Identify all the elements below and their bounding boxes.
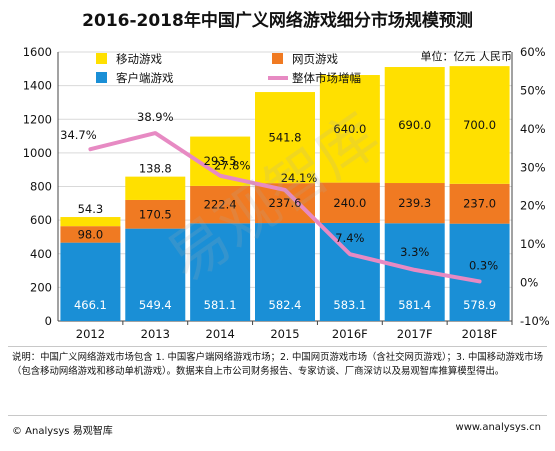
growth-value-label: 3.3% xyxy=(400,245,429,259)
y-tick-label: 600 xyxy=(30,213,52,227)
growth-line xyxy=(88,131,482,284)
bar-segment xyxy=(125,199,186,229)
legend-label: 客户端游戏 xyxy=(116,71,174,85)
data-labels: 466.1 98.0 54.3 549.4 170.5 138.8 581.1 222.4 29… xyxy=(60,110,498,312)
growth-value-label: 0.3% xyxy=(469,258,498,272)
bar-segment xyxy=(60,242,121,321)
bar-value-label: 138.8 xyxy=(139,162,172,176)
bar-value-label: 237.6 xyxy=(269,196,302,210)
bar-value-label: 541.8 xyxy=(269,131,302,145)
divider-bottom xyxy=(8,415,547,416)
bar-segment xyxy=(384,183,445,224)
x-tick-label: 2012 xyxy=(76,327,105,341)
y2-tick-label: 30% xyxy=(520,160,546,174)
x-tick-label: 2018F xyxy=(462,327,498,341)
bar-segment xyxy=(319,182,380,223)
y-tick-label: 800 xyxy=(30,180,52,194)
source-copyright: © Analysys 易观智库 xyxy=(12,426,113,437)
x-tick-label: 2014 xyxy=(206,327,235,341)
y-tick-label: 400 xyxy=(30,247,52,261)
y-tick-label: 1000 xyxy=(23,146,52,160)
divider-top xyxy=(8,346,547,347)
source-website[interactable]: www.analysys.cn xyxy=(455,422,541,433)
bar-segment xyxy=(255,223,315,321)
bar-value-label: 581.4 xyxy=(398,298,431,312)
x-tick-label: 2013 xyxy=(141,327,170,341)
bar-value-label: 640.0 xyxy=(333,122,366,136)
bar-value-label: 578.9 xyxy=(463,298,496,312)
y2-tick-label: 10% xyxy=(520,237,546,251)
y-tick-label: 1600 xyxy=(23,45,52,59)
bar-value-label: 466.1 xyxy=(74,298,107,312)
axes: 0 200 400 600 800 1000 1200 1400 1600 -10% 0% 10% 20… xyxy=(23,45,550,341)
bar-segment xyxy=(449,223,510,321)
chart-title: 2016-2018年中国广义网络游戏细分市场规模预测 xyxy=(82,11,473,31)
bar-segment xyxy=(255,92,315,184)
bar-segment xyxy=(319,222,380,321)
y2-tick-label: -10% xyxy=(520,314,550,328)
bar-segment xyxy=(125,176,186,200)
legend-swatch xyxy=(272,53,283,64)
bar-value-label: 582.4 xyxy=(269,298,302,312)
x-tick-label: 2017F xyxy=(397,327,433,341)
legend-swatch xyxy=(96,72,107,83)
x-tick-label: 2016F xyxy=(332,327,368,341)
legend-label: 整体市场增幅 xyxy=(292,71,361,85)
bar-segment xyxy=(319,75,380,183)
unit-label: 单位：亿元 人民币 xyxy=(421,49,513,63)
growth-line-path xyxy=(88,131,482,284)
y2-tick-label: 50% xyxy=(520,83,546,97)
growth-value-label: 27.8% xyxy=(214,159,251,173)
bar-segment xyxy=(60,226,121,243)
bar-value-label: 98.0 xyxy=(78,227,104,241)
legend-swatch xyxy=(96,53,107,64)
bar-segment xyxy=(125,228,186,321)
bar-value-label: 222.4 xyxy=(204,198,237,212)
y2-tick-label: 20% xyxy=(520,199,546,213)
y2-tick-label: 0% xyxy=(520,276,538,290)
growth-value-label: 34.7% xyxy=(60,128,97,142)
bar-value-label: 240.0 xyxy=(333,196,366,210)
bar-value-label: 549.4 xyxy=(139,298,172,312)
notes-text: 说明：中国广义网络游戏市场包含 1. 中国客户端网络游戏市场；2. 中国网页游戏… xyxy=(12,352,543,377)
y-tick-label: 1200 xyxy=(23,112,52,126)
growth-value-label: 24.1% xyxy=(281,171,318,185)
growth-value-label: 7.4% xyxy=(335,231,364,245)
legend-label: 网页游戏 xyxy=(292,52,338,66)
bar-segment xyxy=(449,183,510,224)
bar-segment xyxy=(60,217,121,227)
y-tick-label: 1400 xyxy=(23,79,52,93)
y2-tick-label: 60% xyxy=(520,45,546,59)
bar-segment xyxy=(190,185,251,224)
bar-segment xyxy=(449,66,510,184)
bar-value-label: 237.0 xyxy=(463,197,496,211)
bar-segment xyxy=(190,223,251,321)
y-tick-label: 200 xyxy=(30,280,52,294)
x-tick-label: 2015 xyxy=(270,327,299,341)
growth-value-label: 38.9% xyxy=(137,110,174,124)
chart: 0 200 400 600 800 1000 1200 1400 1600 -10% 0% 10% 20… xyxy=(23,45,550,341)
bar-value-label: 239.3 xyxy=(398,196,431,210)
bar-value-label: 54.3 xyxy=(78,202,104,216)
y-tick-label: 0 xyxy=(45,314,52,328)
bar-value-label: 700.0 xyxy=(463,118,496,132)
bar-segment xyxy=(384,67,445,184)
bar-value-label: 170.5 xyxy=(139,207,172,221)
bar-value-label: 690.0 xyxy=(398,118,431,132)
y2-tick-label: 40% xyxy=(520,122,546,136)
bar-value-label: 293.5 xyxy=(204,154,237,168)
bar-value-label: 583.1 xyxy=(333,298,366,312)
legend-label: 移动游戏 xyxy=(116,52,162,66)
bar-value-label: 581.1 xyxy=(204,298,237,312)
bars xyxy=(60,66,510,321)
